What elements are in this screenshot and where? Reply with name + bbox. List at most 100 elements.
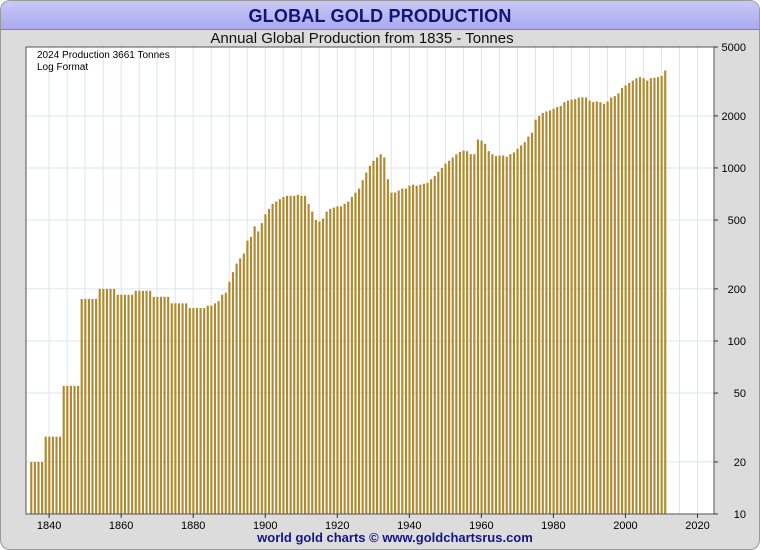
bar-1862 [127, 294, 130, 514]
bar-1992 [595, 101, 598, 514]
x-tick-label: 1920 [325, 520, 349, 532]
bar-1892 [235, 263, 238, 514]
x-tick-label: 1960 [469, 520, 493, 532]
bar-1888 [221, 294, 224, 514]
bar-1849 [80, 298, 83, 514]
bar-1915 [318, 221, 321, 514]
bar-1983 [563, 102, 566, 514]
bar-1945 [426, 182, 429, 514]
bar-1996 [610, 97, 613, 515]
bar-1968 [509, 154, 512, 515]
bar-1865 [138, 290, 141, 514]
bar-1877 [181, 303, 184, 514]
bar-1904 [278, 199, 281, 514]
bar-1850 [84, 298, 87, 514]
bar-1906 [285, 195, 289, 514]
bar-1859 [116, 294, 119, 514]
bar-1874 [170, 303, 173, 514]
bar-1878 [185, 303, 188, 514]
bar-1875 [174, 303, 177, 514]
annotation-log-format: Log Format [37, 62, 88, 73]
bar-1973 [527, 136, 530, 514]
bar-1858 [113, 288, 116, 514]
y-tick-label: 10 [734, 509, 746, 521]
bar-1955 [462, 150, 465, 514]
bar-1934 [386, 179, 389, 514]
bar-1941 [412, 184, 415, 514]
bar-1966 [502, 155, 505, 514]
x-tick-label: 1980 [541, 520, 565, 532]
bar-1956 [466, 151, 469, 514]
bar-1897 [253, 226, 256, 514]
bar-1876 [177, 303, 181, 514]
bar-1952 [451, 157, 454, 514]
bar-1880 [192, 308, 195, 514]
bar-1852 [91, 298, 94, 514]
bar-1949 [440, 167, 444, 514]
bar-1909 [296, 194, 299, 515]
y-tick-label: 2000 [722, 111, 746, 123]
bar-1965 [498, 155, 501, 514]
chart-subtitle: Annual Global Production from 1835 - Ton… [210, 30, 514, 47]
y-axis: 10 20 50 100 200 500 1000 2000 5000 [714, 42, 746, 521]
bar-1846 [69, 385, 72, 514]
y-tick-label: 5000 [722, 42, 746, 54]
bar-1982 [559, 106, 562, 514]
bar-1963 [491, 154, 494, 515]
y-tick-label: 20 [734, 457, 746, 469]
bar-1962 [487, 151, 490, 514]
bar-1891 [231, 272, 235, 514]
bar-1910 [300, 195, 303, 514]
bar-1988 [581, 97, 584, 514]
bar-1893 [239, 258, 242, 514]
bar-1895 [246, 240, 249, 514]
bar-1994 [602, 103, 606, 514]
bar-1987 [577, 97, 580, 515]
bar-1980 [552, 108, 555, 514]
bar-1942 [415, 185, 418, 515]
bar-1928 [365, 172, 368, 514]
bar-1898 [257, 231, 260, 514]
bar-1946 [430, 179, 433, 514]
bar-1914 [314, 220, 317, 514]
bar-2010 [660, 75, 663, 515]
bar-1843 [59, 436, 62, 514]
bar-1940 [408, 185, 411, 515]
bar-1844 [62, 385, 65, 514]
bar-1991 [592, 102, 595, 514]
bar-1948 [437, 171, 440, 515]
bar-1841 [51, 436, 54, 514]
bar-1870 [156, 296, 159, 514]
annotation-production: 2024 Production 3661 Tonnes [37, 50, 170, 61]
bar-1911 [303, 195, 307, 514]
bar-1932 [379, 154, 382, 515]
bar-1879 [188, 308, 191, 514]
bar-1855 [102, 288, 105, 514]
bar-1913 [311, 211, 314, 515]
x-tick-label: 1900 [253, 520, 277, 532]
y-tick-label: 100 [728, 336, 746, 348]
y-tick-label: 200 [728, 284, 746, 296]
bar-1969 [512, 152, 516, 514]
bar-1998 [617, 93, 620, 514]
bar-1890 [228, 281, 231, 514]
bar-1957 [469, 154, 472, 515]
bar-1845 [66, 385, 69, 514]
bar-1993 [599, 102, 602, 514]
bar-1905 [282, 196, 285, 515]
bar-2002 [631, 80, 634, 515]
bar-1981 [556, 107, 559, 515]
bar-1869 [152, 296, 155, 514]
x-tick-label: 1860 [109, 520, 133, 532]
bar-2008 [653, 77, 656, 514]
bar-1959 [476, 139, 480, 514]
bar-1938 [401, 188, 404, 514]
bar-1916 [321, 218, 325, 514]
bar-1979 [548, 110, 552, 514]
bar-1907 [289, 195, 292, 514]
bar-1986 [574, 99, 577, 514]
bar-1921 [339, 206, 343, 515]
bar-1872 [163, 296, 166, 514]
bar-1842 [55, 436, 58, 514]
